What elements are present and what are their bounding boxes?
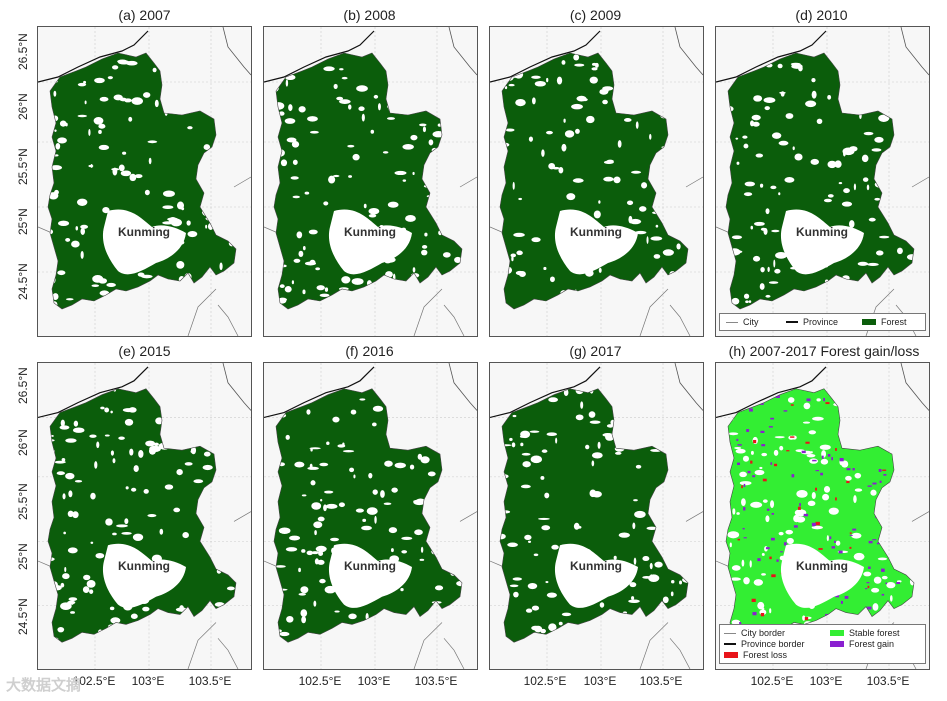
legend-label: Province border bbox=[741, 639, 805, 649]
panel-title: (c) 2009 bbox=[569, 7, 622, 23]
y-tick-label: 25.5°N bbox=[16, 148, 30, 185]
forest-map: Kunming bbox=[716, 27, 929, 336]
map-frame: Kunming bbox=[263, 26, 478, 337]
legend-item-city: City bbox=[726, 317, 759, 327]
y-tick-label: 26.5°N bbox=[16, 33, 30, 70]
x-tick-label: 102.5°E bbox=[523, 674, 567, 688]
city-label-kunming: Kunming bbox=[118, 559, 170, 573]
watermark-logo: 大数据文摘 bbox=[6, 677, 82, 694]
legend-label: Forest bbox=[881, 317, 907, 327]
loss-patch-symbol bbox=[724, 652, 738, 658]
change-map: Kunming bbox=[716, 363, 929, 669]
forest-patch-symbol bbox=[862, 319, 876, 325]
x-tick-label: 103.5°E bbox=[866, 674, 910, 688]
x-tick-label: 103.5°E bbox=[188, 674, 232, 688]
forest-map: Kunming bbox=[38, 363, 251, 669]
city-line-symbol bbox=[726, 321, 738, 323]
legend-item-forest-gain: Forest gain bbox=[830, 639, 894, 649]
x-tick-label: 102.5°E bbox=[72, 674, 116, 688]
gain-patch-symbol bbox=[830, 641, 844, 647]
city-line-symbol bbox=[724, 632, 736, 634]
panel-title: (h) 2007-2017 Forest gain/loss bbox=[728, 343, 920, 359]
panel-title: (b) 2008 bbox=[343, 7, 396, 23]
legend-label: Province bbox=[803, 317, 839, 327]
forest-map: Kunming bbox=[490, 27, 703, 336]
map-frame: Kunming bbox=[263, 362, 478, 670]
forest-map: Kunming bbox=[264, 363, 477, 669]
map-frame: Kunming bbox=[37, 362, 252, 670]
panel-title: (d) 2010 bbox=[795, 7, 848, 23]
forest-map: Kunming bbox=[38, 27, 251, 336]
legend-label: Stable forest bbox=[849, 628, 900, 638]
city-label-kunming: Kunming bbox=[570, 225, 622, 239]
panel-title: (g) 2017 bbox=[569, 343, 622, 359]
map-frame: Kunming bbox=[489, 362, 704, 670]
x-tick-label: 103.5°E bbox=[414, 674, 458, 688]
legend-item-province-border: Province border bbox=[724, 639, 805, 649]
x-tick-label: 103°E bbox=[357, 674, 391, 688]
y-tick-label: 26°N bbox=[16, 429, 30, 456]
map-frame: Kunming City Province Forest bbox=[715, 26, 930, 337]
legend-item-city-border: City border bbox=[724, 628, 785, 638]
y-tick-label: 26.5°N bbox=[16, 367, 30, 404]
panel-title: (f) 2016 bbox=[345, 343, 394, 359]
y-tick-label: 25.5°N bbox=[16, 483, 30, 520]
city-label-kunming: Kunming bbox=[796, 225, 848, 239]
y-tick-label: 24.5°N bbox=[16, 598, 30, 635]
legend-item-stable-forest: Stable forest bbox=[830, 628, 900, 638]
x-tick-label: 103°E bbox=[131, 674, 165, 688]
legend-label: Forest loss bbox=[743, 650, 788, 660]
city-label-kunming: Kunming bbox=[344, 225, 396, 239]
legend-item-forest: Forest bbox=[862, 317, 907, 327]
x-tick-label: 103°E bbox=[809, 674, 843, 688]
y-tick-label: 25°N bbox=[16, 208, 30, 235]
y-tick-label: 26°N bbox=[16, 93, 30, 120]
city-label-kunming: Kunming bbox=[118, 225, 170, 239]
map-legend: City border Province border Forest loss … bbox=[719, 624, 926, 664]
legend-item-forest-loss: Forest loss bbox=[724, 650, 787, 660]
map-legend: City Province Forest bbox=[719, 313, 926, 331]
legend-label: City border bbox=[741, 628, 786, 638]
forest-map: Kunming bbox=[490, 363, 703, 669]
city-label-kunming: Kunming bbox=[570, 559, 622, 573]
panel-title: (e) 2015 bbox=[118, 343, 171, 359]
x-tick-label: 103.5°E bbox=[639, 674, 683, 688]
legend-label: City bbox=[743, 317, 759, 327]
map-frame: Kunming bbox=[489, 26, 704, 337]
stable-patch-symbol bbox=[830, 630, 844, 636]
legend-item-province: Province bbox=[786, 317, 838, 327]
province-line-symbol bbox=[786, 321, 798, 323]
map-frame: Kunming bbox=[37, 26, 252, 337]
forest-map: Kunming bbox=[264, 27, 477, 336]
y-tick-label: 24.5°N bbox=[16, 263, 30, 300]
y-tick-label: 25°N bbox=[16, 543, 30, 570]
legend-label: Forest gain bbox=[849, 639, 895, 649]
city-label-kunming: Kunming bbox=[344, 559, 396, 573]
x-tick-label: 102.5°E bbox=[750, 674, 794, 688]
x-tick-label: 103°E bbox=[583, 674, 617, 688]
x-tick-label: 102.5°E bbox=[298, 674, 342, 688]
panel-title: (a) 2007 bbox=[118, 7, 171, 23]
province-line-symbol bbox=[724, 643, 736, 645]
city-label-kunming: Kunming bbox=[796, 559, 848, 573]
map-frame: Kunming City border Province border Fore… bbox=[715, 362, 930, 670]
